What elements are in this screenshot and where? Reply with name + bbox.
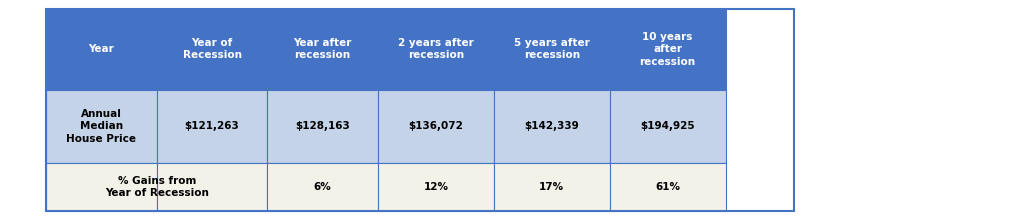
Text: $194,925: $194,925 (640, 121, 695, 131)
Text: 6%: 6% (313, 182, 332, 192)
FancyBboxPatch shape (378, 163, 494, 211)
FancyBboxPatch shape (494, 90, 609, 163)
FancyBboxPatch shape (267, 9, 378, 90)
Text: 5 years after
recession: 5 years after recession (514, 38, 590, 60)
Text: 12%: 12% (423, 182, 449, 192)
FancyBboxPatch shape (157, 9, 267, 90)
Text: 61%: 61% (655, 182, 680, 192)
FancyBboxPatch shape (494, 163, 609, 211)
Text: Annual
Median
House Price: Annual Median House Price (67, 109, 136, 144)
FancyBboxPatch shape (378, 9, 494, 90)
Text: Year: Year (88, 44, 115, 54)
Text: Year of
Recession: Year of Recession (182, 38, 242, 60)
FancyBboxPatch shape (46, 90, 157, 163)
Text: $136,072: $136,072 (409, 121, 463, 131)
FancyBboxPatch shape (267, 90, 378, 163)
Text: $142,339: $142,339 (524, 121, 580, 131)
Text: 2 years after
recession: 2 years after recession (398, 38, 474, 60)
Text: % Gains from
Year of Recession: % Gains from Year of Recession (104, 176, 209, 198)
Text: $121,263: $121,263 (184, 121, 240, 131)
FancyBboxPatch shape (494, 9, 609, 90)
FancyBboxPatch shape (46, 9, 157, 90)
FancyBboxPatch shape (609, 163, 726, 211)
Text: 17%: 17% (540, 182, 564, 192)
Text: $128,163: $128,163 (295, 121, 350, 131)
Text: Year after
recession: Year after recession (294, 38, 352, 60)
FancyBboxPatch shape (378, 90, 494, 163)
FancyBboxPatch shape (157, 163, 267, 211)
FancyBboxPatch shape (267, 163, 378, 211)
FancyBboxPatch shape (46, 163, 157, 211)
Text: 10 years
after
recession: 10 years after recession (640, 32, 695, 67)
FancyBboxPatch shape (609, 90, 726, 163)
FancyBboxPatch shape (157, 90, 267, 163)
FancyBboxPatch shape (609, 9, 726, 90)
